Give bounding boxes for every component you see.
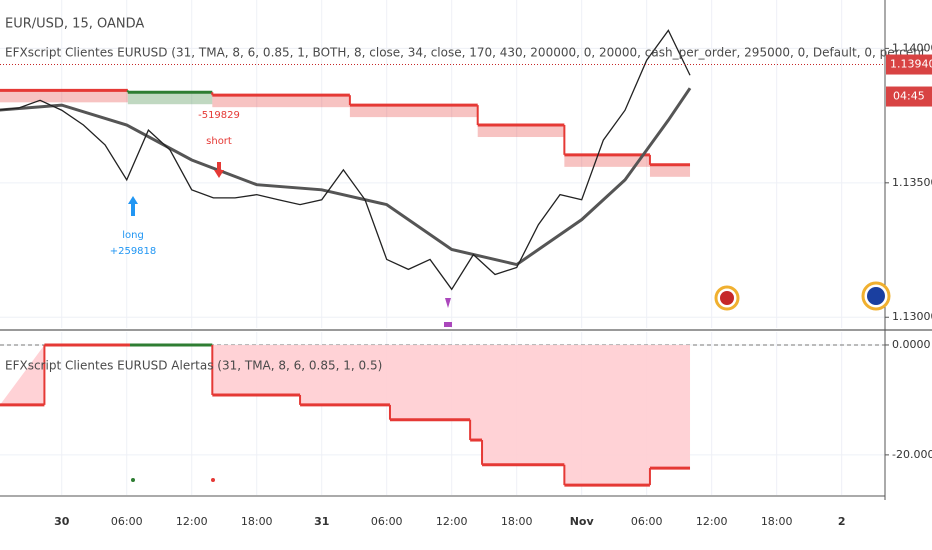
band bbox=[649, 164, 691, 177]
countdown-tag bbox=[886, 86, 932, 107]
event-flag-us bbox=[720, 291, 734, 305]
signal-dot bbox=[131, 478, 135, 482]
signal-annotation: +259818 bbox=[110, 246, 157, 257]
y-tick-label: 1.14000 bbox=[892, 41, 932, 54]
panes: 1.130001.135001.14000EFXscript Clientes … bbox=[0, 0, 932, 528]
x-tick-label: 12:00 bbox=[436, 515, 468, 528]
x-tick-label: 30 bbox=[54, 515, 70, 528]
signal-annotation: -519829 bbox=[198, 110, 240, 121]
event-flag-eu bbox=[867, 287, 885, 305]
band bbox=[212, 95, 350, 108]
band bbox=[349, 105, 478, 118]
x-tick-label: 12:00 bbox=[176, 515, 208, 528]
x-tick-label: Nov bbox=[570, 515, 595, 528]
last-price-tag bbox=[886, 54, 932, 75]
x-tick-label: 06:00 bbox=[631, 515, 663, 528]
last-price-label: 1.13940 bbox=[890, 58, 932, 71]
band bbox=[127, 92, 213, 105]
indicator-legend: EFXscript Clientes EURUSD Alertas (31, T… bbox=[5, 359, 382, 373]
line-series bbox=[0, 87, 692, 267]
long-arrow bbox=[128, 196, 138, 216]
x-tick-label: 31 bbox=[314, 515, 329, 528]
area-fill bbox=[0, 344, 691, 486]
x-tick-label: 18:00 bbox=[761, 515, 793, 528]
band bbox=[0, 90, 128, 103]
signal-annotation: short bbox=[206, 136, 232, 147]
countdown-label: 04:45 bbox=[893, 90, 925, 103]
marker bbox=[444, 322, 452, 327]
y-tick-label: -20.0000 bbox=[892, 448, 932, 461]
line-series bbox=[0, 29, 691, 291]
marker bbox=[445, 298, 451, 308]
short-arrow bbox=[214, 162, 224, 178]
x-tick-label: 2 bbox=[838, 515, 846, 528]
x-tick-label: 06:00 bbox=[111, 515, 143, 528]
y-tick-label: 1.13000 bbox=[892, 310, 932, 323]
band bbox=[477, 125, 565, 138]
signal-annotation: long bbox=[122, 230, 144, 241]
x-tick-label: 18:00 bbox=[241, 515, 273, 528]
x-tick-label: 06:00 bbox=[371, 515, 403, 528]
signal-dot bbox=[211, 478, 215, 482]
y-tick-label: 0.0000 bbox=[892, 338, 931, 351]
symbol-header: EUR/USD, 15, OANDA bbox=[5, 17, 144, 32]
y-tick-label: 1.13500 bbox=[892, 176, 932, 189]
x-tick-label: 12:00 bbox=[696, 515, 728, 528]
indicator-legend: EFXscript Clientes EURUSD (31, TMA, 8, 6… bbox=[5, 46, 932, 60]
x-tick-label: 18:00 bbox=[501, 515, 533, 528]
band bbox=[564, 154, 650, 167]
